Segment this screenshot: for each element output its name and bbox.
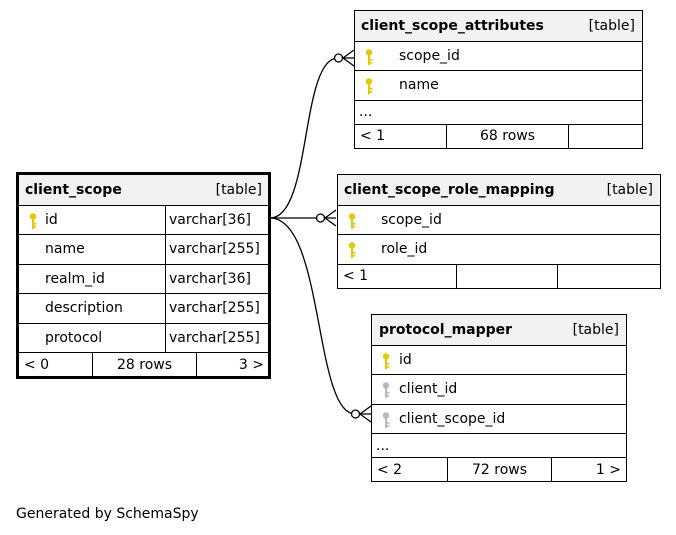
children-count: 3 > (238, 356, 264, 373)
table-kind: [table] (606, 181, 653, 198)
column-name: client_id (399, 381, 458, 398)
column-type: varchar[255] (169, 241, 260, 258)
table-client-scope[interactable]: client_scope [table] id varchar[36] name… (16, 172, 271, 379)
parents-count: < 1 (343, 268, 369, 284)
table-name: client_scope_attributes (361, 17, 544, 34)
stats-row: < 1 68 rows (355, 123, 642, 148)
stats-row: < 2 72 rows 1 > (372, 457, 626, 481)
table-name: client_scope (25, 181, 122, 198)
column-row: name (355, 70, 642, 100)
parents-count: < 0 (24, 356, 50, 373)
column-name: name (45, 241, 85, 258)
table-header: client_scope [table] (19, 175, 268, 205)
column-name: id (399, 351, 412, 368)
table-name: protocol_mapper (379, 321, 513, 338)
stats-row: < 0 28 rows 3 > (19, 352, 268, 376)
table-client-scope-attributes[interactable]: client_scope_attributes [table] scope_id… (354, 10, 643, 149)
column-row: id varchar[36] (19, 204, 268, 234)
column-type: varchar[255] (169, 329, 260, 346)
table-kind: [table] (215, 181, 262, 198)
row-count: 72 rows (471, 461, 528, 478)
table-header: protocol_mapper [table] (372, 315, 626, 345)
more-columns-row: ... (372, 433, 626, 457)
ellipsis: ... (376, 437, 390, 454)
foreign-key-icon (382, 411, 390, 428)
column-type: varchar[36] (169, 211, 251, 228)
column-name: id (45, 211, 58, 228)
stats-row: < 1 (338, 263, 660, 288)
ellipsis: ... (359, 104, 373, 120)
column-name: realm_id (45, 270, 105, 287)
column-row: protocol varchar[255] (19, 322, 268, 352)
parents-count: < 2 (377, 461, 403, 478)
table-header: client_scope_attributes [table] (355, 11, 642, 41)
column-row: realm_id varchar[36] (19, 263, 268, 293)
relationship-protocol-mapper (269, 217, 372, 423)
column-row: client_scope_id (372, 403, 626, 434)
column-type: varchar[255] (169, 300, 260, 317)
column-name: description (45, 300, 123, 317)
primary-key-icon (365, 78, 373, 94)
column-row: name varchar[255] (19, 234, 268, 264)
primary-key-icon (382, 352, 390, 369)
relationship-client-scope-attributes (269, 49, 355, 219)
column-name: scope_id (399, 47, 460, 64)
parents-count: < 1 (360, 128, 386, 144)
table-kind: [table] (588, 17, 635, 34)
column-row: description varchar[255] (19, 293, 268, 323)
primary-key-icon (348, 212, 356, 229)
column-row: scope_id (338, 204, 660, 235)
column-name: client_scope_id (399, 410, 506, 427)
foreign-key-icon (382, 382, 390, 398)
more-columns-row: ... (355, 99, 642, 124)
column-name: scope_id (381, 211, 442, 228)
column-row: id (372, 344, 626, 375)
column-name: role_id (381, 241, 428, 258)
column-row: role_id (338, 234, 660, 264)
children-count: 1 > (595, 461, 621, 478)
table-kind: [table] (572, 321, 619, 338)
column-type: varchar[36] (169, 270, 251, 287)
relationship-client-scope-role-mapping (270, 209, 337, 227)
column-name: protocol (45, 329, 103, 346)
row-count: 28 rows (116, 356, 173, 373)
table-client-scope-role-mapping[interactable]: client_scope_role_mapping [table] scope_… (337, 174, 661, 289)
column-row: scope_id (355, 40, 642, 71)
generated-by-caption: Generated by SchemaSpy (16, 506, 199, 522)
primary-key-icon (29, 212, 37, 229)
table-protocol-mapper[interactable]: protocol_mapper [table] id client_id cli… (371, 314, 627, 482)
table-header: client_scope_role_mapping [table] (338, 175, 660, 205)
column-name: name (399, 77, 439, 94)
row-count: 68 rows (479, 128, 536, 144)
table-name: client_scope_role_mapping (344, 181, 555, 198)
primary-key-icon (365, 48, 373, 65)
column-row: client_id (372, 374, 626, 404)
primary-key-icon (348, 242, 356, 258)
